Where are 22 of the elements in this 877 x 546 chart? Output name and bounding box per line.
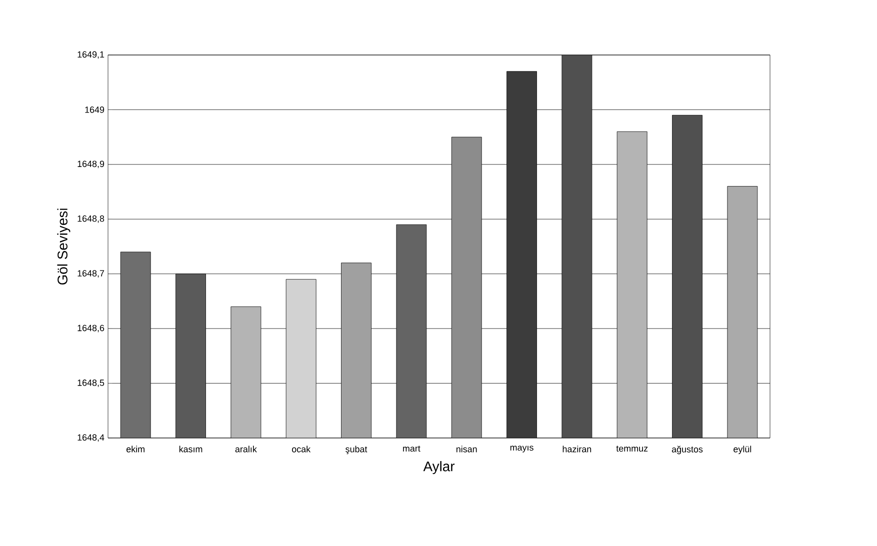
y-tick-label: 1648,6	[78, 324, 104, 332]
y-tick-label: 1649	[85, 106, 104, 113]
x-tick-label: ağustos	[672, 446, 703, 454]
x-tick-label: temmuz	[616, 446, 648, 452]
x-tick-label: nisan	[456, 446, 477, 452]
x-tick-label: mayıs	[510, 446, 534, 452]
y-tick-label: 1649,1	[78, 51, 104, 59]
y-tick-label: 1648,9	[78, 160, 104, 168]
x-tick-label: kasım	[179, 446, 202, 452]
x-axis-title: Aylar	[423, 461, 455, 474]
x-tick-label: ocak	[292, 446, 311, 452]
y-tick-label: 1648,8	[78, 215, 104, 223]
x-tick-label: şubat	[346, 446, 368, 454]
y-tick-label: 1648,7	[78, 270, 104, 278]
y-tick-label: 1648,5	[78, 380, 104, 387]
x-tick-label: aralık	[235, 446, 257, 452]
x-tick-label: mart	[403, 446, 420, 452]
x-tick-label: eylül	[734, 446, 752, 454]
y-axis-title: Göl Seviyesi	[57, 208, 70, 285]
x-tick-label: haziran	[562, 446, 592, 452]
y-tick-label: 1648,4	[78, 434, 104, 442]
x-tick-label: ekim	[126, 446, 144, 452]
